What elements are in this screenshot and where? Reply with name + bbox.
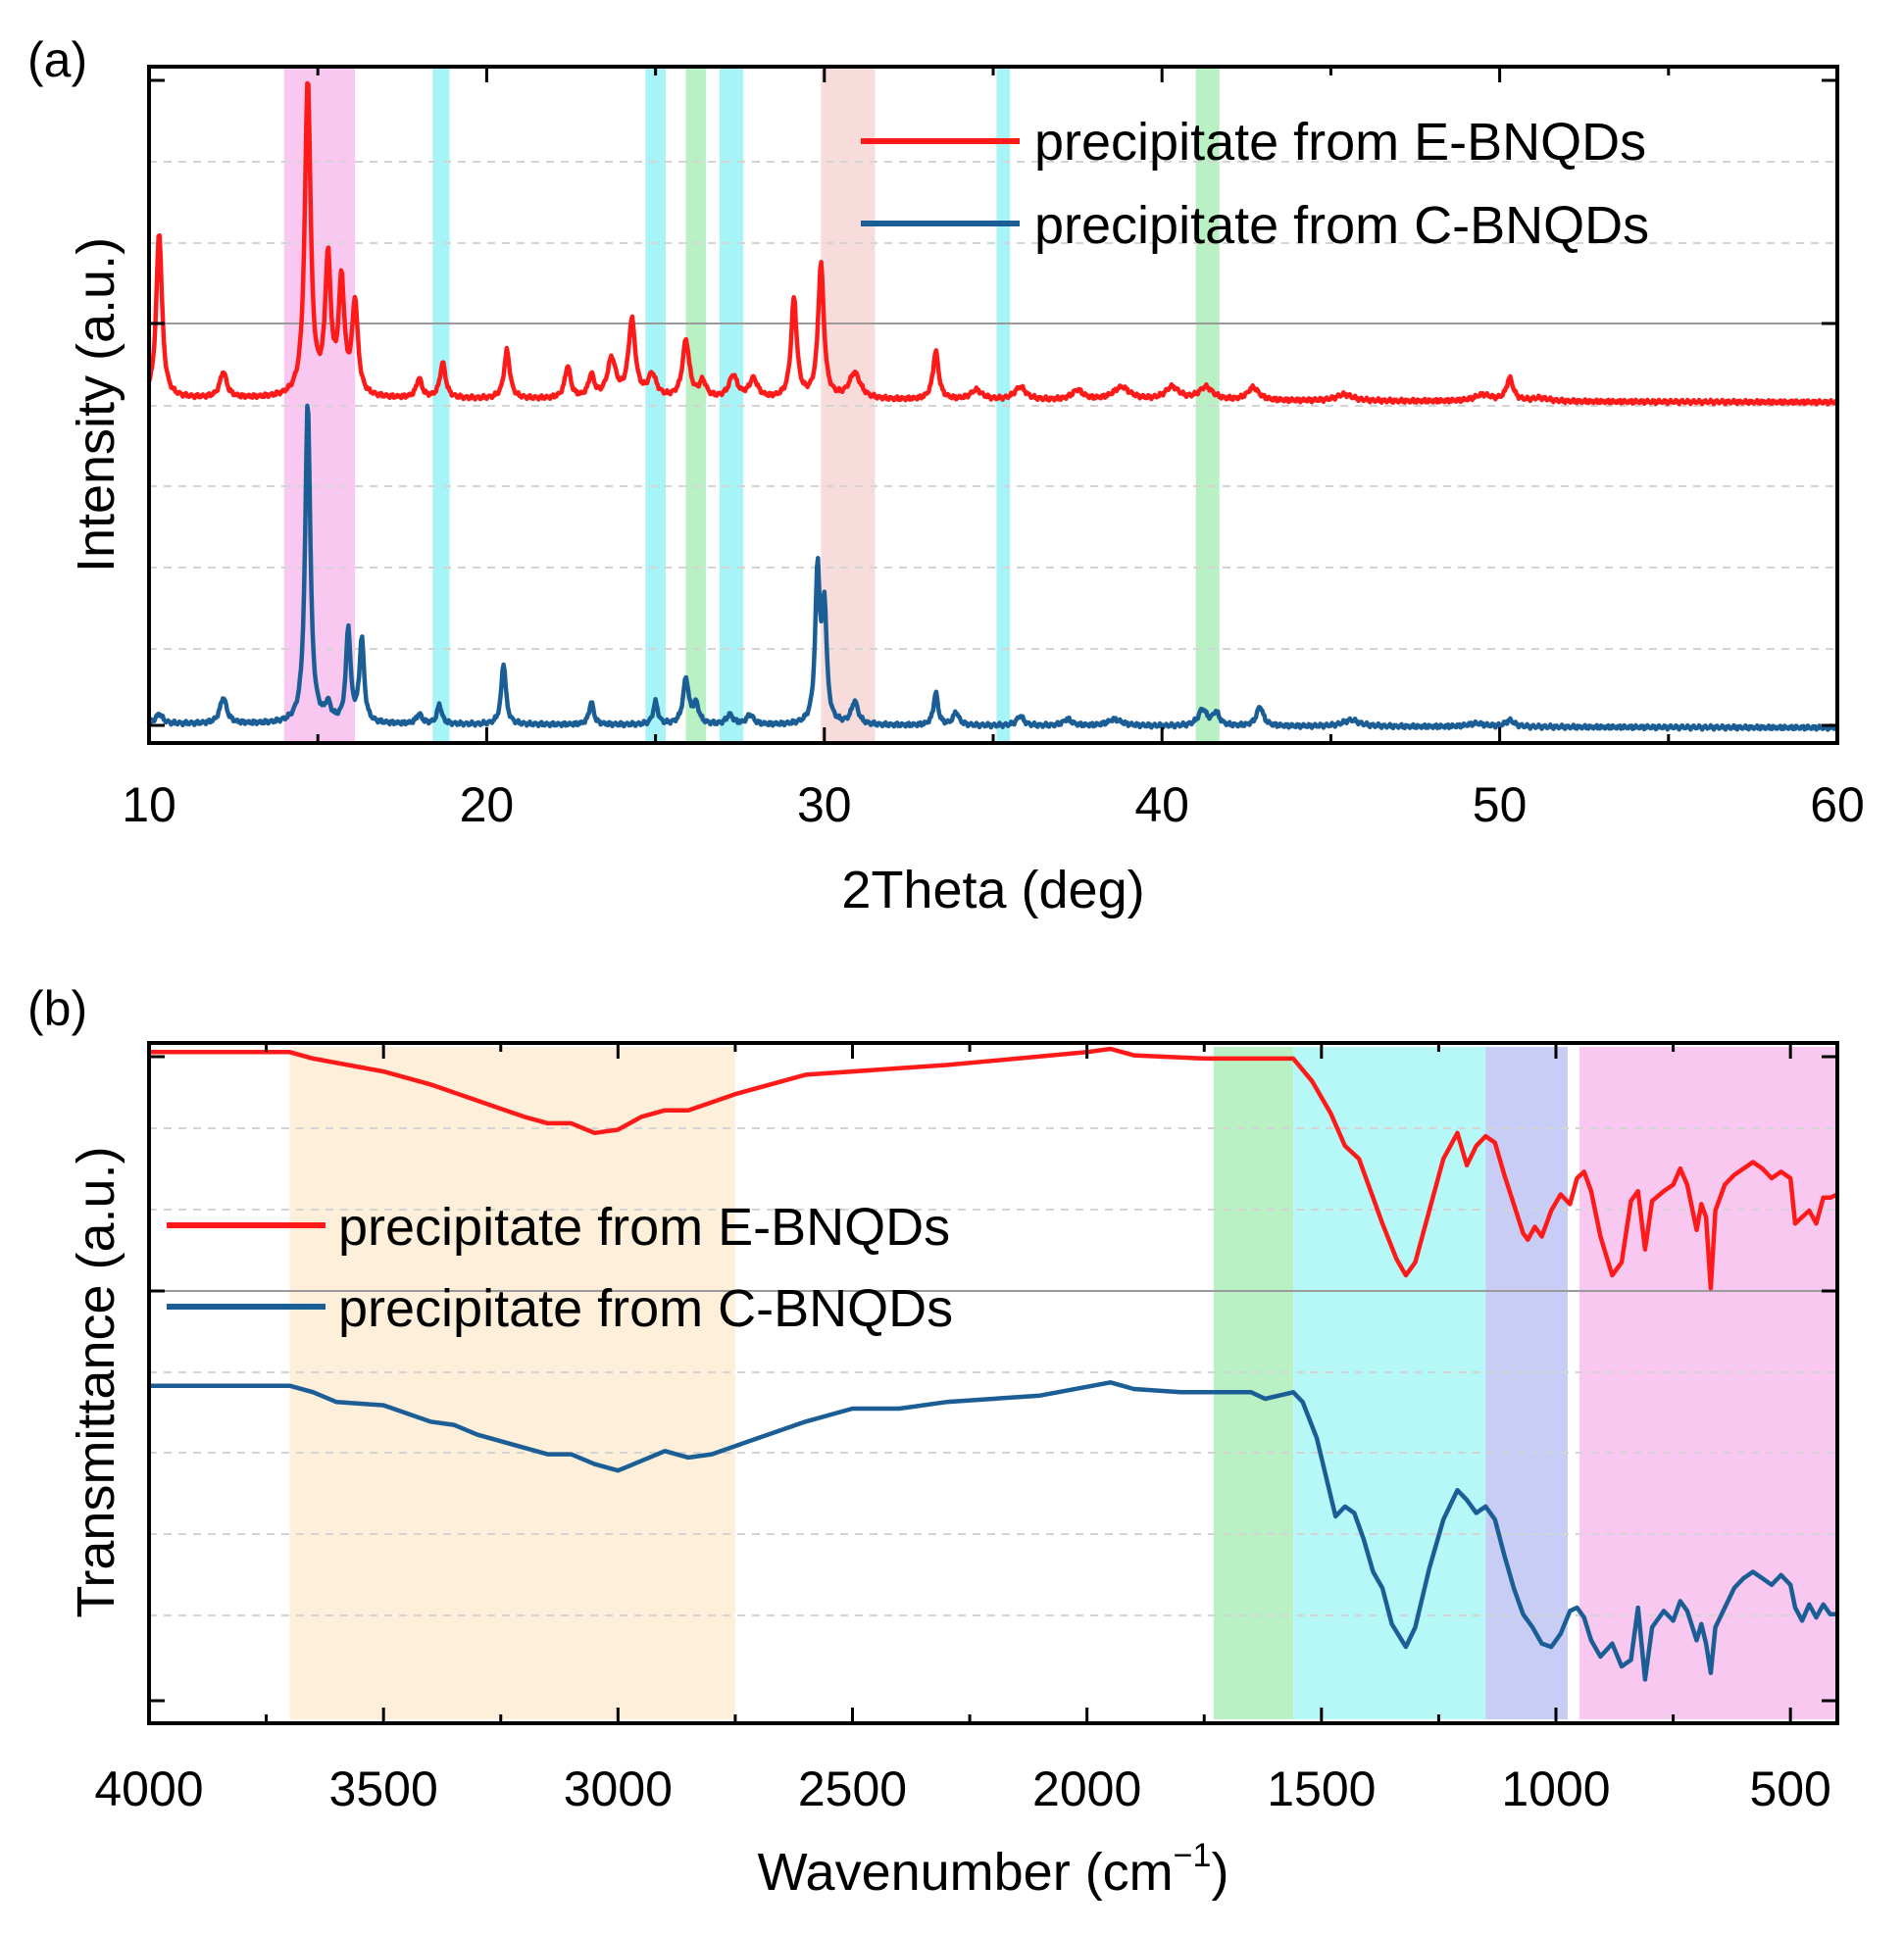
panel-b-gridlines (149, 1127, 1837, 1616)
panel-a-gridlines (149, 161, 1837, 650)
b-series-precipitate-from-e-bnqds (146, 1046, 1840, 1291)
b-x-tick-label: 1500 (1267, 1761, 1376, 1816)
panel-a-y-axis-title: Intensity (a.u.) (67, 237, 125, 572)
panel-b-y-axis-title: Transmittance (a.u.) (67, 1146, 125, 1617)
b-band-1 (289, 1047, 735, 1719)
b-x-tick-label: 1000 (1501, 1761, 1610, 1816)
panel-b-y-ticks (149, 1055, 1837, 1703)
a-series-precipitate-from-e-bnqds (146, 80, 1840, 407)
panel-b-x-axis-title-close: ) (1211, 1843, 1228, 1902)
panel-a-label: (a) (27, 32, 87, 87)
legend-b-label-c-bnqds: precipitate from C-BNQDs (338, 1279, 953, 1338)
panel-a-x-ticks: 10 20 30 40 50 60 (122, 67, 1865, 832)
a-x-tick-label: 30 (797, 777, 852, 832)
panel-b-label: (b) (27, 981, 87, 1036)
panel-b-plot-frame (147, 1041, 1839, 1725)
a-x-tick-label: 50 (1473, 777, 1528, 832)
b-x-tick-label: 2500 (798, 1761, 907, 1816)
b-x-tick-label: 3000 (564, 1761, 673, 1816)
panel-b-x-axis-title-main: Wavenumber (cm (758, 1843, 1174, 1902)
panel-b-x-ticks: 4000 3500 3000 2500 2000 1500 1000 500 (94, 1043, 1831, 1816)
legend-b-label-e-bnqds: precipitate from E-BNQDs (338, 1198, 950, 1257)
panel-b-x-axis-title-superscript: −1 (1174, 1837, 1212, 1874)
panel-b-curves (146, 1046, 1840, 1682)
b-x-tick-label: 500 (1749, 1761, 1830, 1816)
a-x-tick-label: 10 (122, 777, 176, 832)
b-x-tick-label: 2000 (1032, 1761, 1141, 1816)
a-series-precipitate-from-c-bnqds (146, 403, 1840, 732)
panel-b-ftir-chart: (b) 4000 3500 3000 2500 2000 1500 1000 500 Wave… (27, 981, 1840, 1902)
panel-b-highlight-bands (289, 1047, 1837, 1719)
panel-a-legend: precipitate from E-BNQDs precipitate fro… (861, 113, 1649, 255)
panel-a-y-ticks (149, 78, 1837, 727)
panel-b-legend: precipitate from E-BNQDs precipitate fro… (167, 1198, 953, 1338)
panel-a-xrd-chart: (a) 10 20 30 40 50 60 2Theta (deg) Intensity … (27, 32, 1865, 919)
a-x-tick-label: 40 (1134, 777, 1189, 832)
legend-a-label-c-bnqds: precipitate from C-BNQDs (1034, 196, 1649, 255)
panel-b-x-axis-title: Wavenumber (cm−1) (758, 1837, 1229, 1902)
b-series-precipitate-from-c-bnqds (146, 1380, 1840, 1682)
panel-a-curves (146, 80, 1840, 732)
b-band-2 (1213, 1047, 1294, 1719)
b-x-tick-label: 4000 (94, 1761, 203, 1816)
a-x-tick-label: 20 (460, 777, 515, 832)
panel-a-x-axis-title: 2Theta (deg) (841, 861, 1144, 919)
b-x-tick-label: 3500 (329, 1761, 438, 1816)
legend-a-label-e-bnqds: precipitate from E-BNQDs (1034, 113, 1646, 172)
a-x-tick-label: 60 (1810, 777, 1865, 832)
a-band-2 (432, 67, 450, 743)
